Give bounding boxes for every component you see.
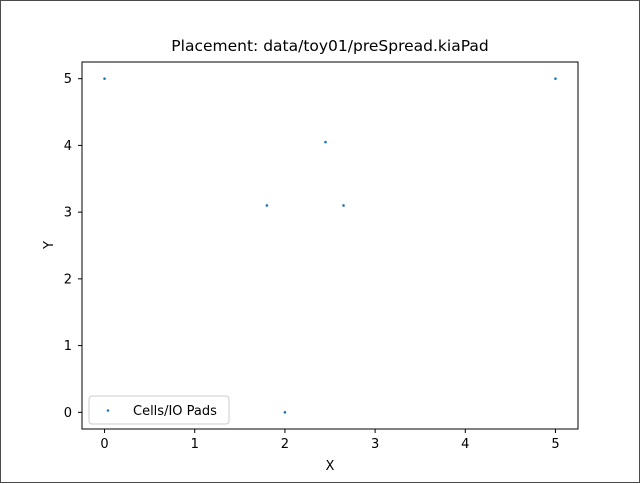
legend-marker — [106, 409, 110, 412]
x-tick-label: 5 — [551, 437, 559, 452]
y-tick-label: 5 — [64, 72, 72, 87]
data-points — [103, 77, 557, 414]
data-point — [554, 77, 557, 80]
y-tick-label: 2 — [64, 272, 72, 287]
y-tick-label: 0 — [64, 406, 72, 421]
legend-label: Cells/IO Pads — [133, 404, 217, 419]
data-point — [283, 411, 287, 414]
x-axis: 0 1 2 3 4 5 — [100, 429, 560, 452]
plot-area — [81, 61, 579, 430]
legend-box — [88, 395, 230, 425]
legend: Cells/IO Pads — [88, 395, 230, 425]
y-axis: 0 1 2 3 4 5 — [64, 72, 82, 421]
y-tick-label: 4 — [64, 139, 72, 154]
data-point — [324, 140, 327, 144]
chart-title: Placement: data/toy01/preSpread.kiaPad — [171, 37, 488, 55]
x-tick-label: 3 — [371, 437, 379, 452]
y-tick-label: 1 — [64, 339, 72, 354]
y-tick-label: 3 — [64, 206, 72, 221]
x-tick-label: 0 — [100, 437, 108, 452]
data-point — [103, 77, 106, 80]
x-tick-label: 4 — [461, 437, 469, 452]
data-point — [342, 204, 345, 207]
data-point — [265, 204, 269, 207]
x-tick-label: 1 — [191, 437, 199, 452]
x-axis-label: X — [326, 459, 335, 474]
x-tick-label: 2 — [281, 437, 289, 452]
y-axis-label: Y — [42, 241, 57, 250]
